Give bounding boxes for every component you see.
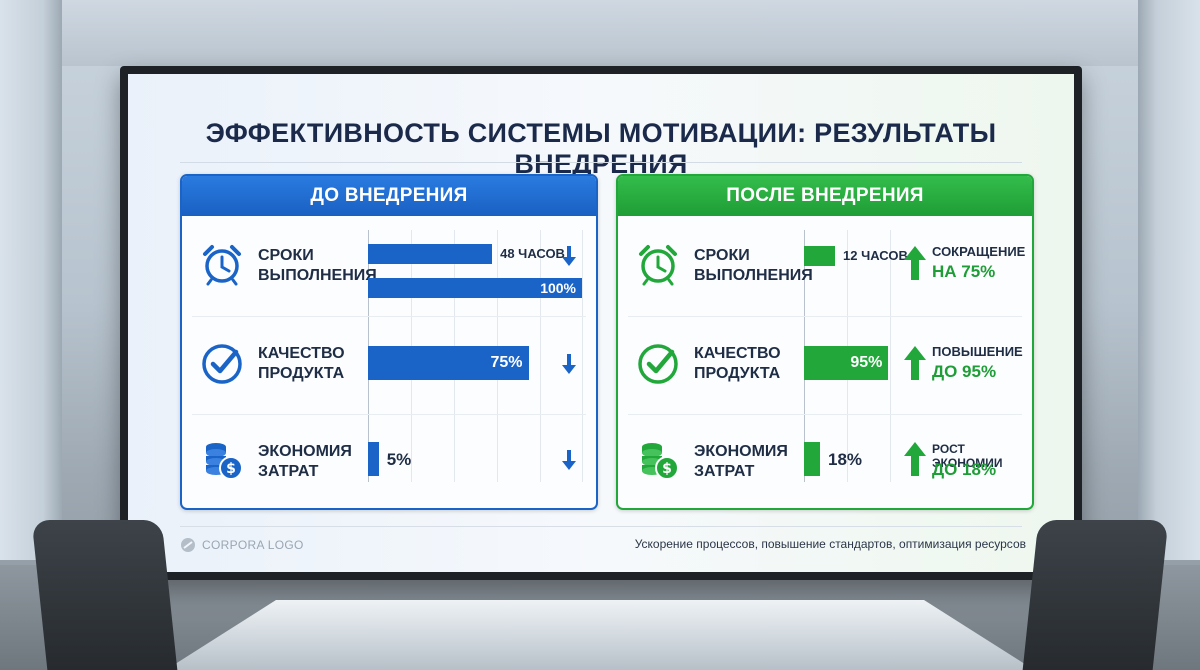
metric-label-line: СРОКИ — [694, 247, 750, 264]
bar-value-label: 48 ЧАСОВ — [500, 246, 565, 261]
metric-label-line: ВЫПОЛНЕНИЯ — [258, 267, 377, 284]
check-circle-icon — [638, 344, 678, 384]
metric-label-line: ЭКОНОМИЯ — [258, 443, 352, 460]
change-caption: ПОВЫШЕНИЕ — [932, 344, 1023, 359]
alarm-clock-icon — [639, 245, 677, 286]
room-window-left — [0, 0, 62, 560]
bar-before-deadlines-hours — [368, 244, 493, 264]
metric-label-line: КАЧЕСТВО — [258, 345, 345, 362]
tv-display: ЭФФЕКТИВНОСТЬ СИСТЕМЫ МОТИВАЦИИ: РЕЗУЛЬТ… — [120, 66, 1082, 580]
metric-label-savings: ЭКОНОМИЯ ЗАТРАТ — [258, 442, 378, 482]
arrow-down-icon — [562, 354, 576, 374]
chair-left — [31, 520, 179, 670]
change-caption: РОСТ ЭКОНОМИИ — [932, 442, 1003, 470]
title-divider — [180, 162, 1022, 163]
metric-label-line: ЭКОНОМИЯ — [694, 443, 788, 460]
room-ceiling — [62, 0, 1138, 66]
bar-after-deadlines — [804, 246, 836, 266]
metric-label-line: СРОКИ — [258, 247, 314, 264]
presentation-slide: ЭФФЕКТИВНОСТЬ СИСТЕМЫ МОТИВАЦИИ: РЕЗУЛЬТ… — [128, 74, 1074, 572]
grid-line — [582, 230, 583, 482]
change-value: НА 75% — [932, 262, 996, 281]
logo-text: CORPORA LOGO — [202, 538, 304, 552]
row-separator — [192, 316, 586, 317]
alarm-clock-icon — [203, 245, 241, 286]
coins-icon: $ — [206, 443, 243, 480]
metric-label-line: ПРОДУКТА — [694, 365, 781, 382]
panel-before: ДО ВНЕДРЕНИЯ СРОКИ — [180, 174, 598, 510]
check-circle-icon — [202, 344, 242, 384]
metric-label-deadlines: СРОКИ ВЫПОЛНЕНИЯ — [258, 246, 378, 286]
bar-value-label: 12 ЧАСОВ — [843, 248, 908, 263]
conference-table — [150, 600, 1050, 670]
metric-label-line: КАЧЕСТВО — [694, 345, 781, 362]
chair-right — [1021, 520, 1169, 670]
coins-icon: $ — [642, 443, 679, 480]
metric-label-line: ЗАТРАТ — [694, 463, 755, 480]
arrow-up-icon — [904, 246, 926, 280]
bar-value-label: 75% — [490, 354, 523, 371]
arrow-down-icon — [562, 246, 576, 266]
bar-before-savings — [368, 442, 379, 476]
metric-label-line: ПРОДУКТА — [258, 365, 345, 382]
grid-line — [890, 230, 891, 482]
metric-label-deadlines: СРОКИ ВЫПОЛНЕНИЯ — [694, 246, 814, 286]
slide-title: ЭФФЕКТИВНОСТЬ СИСТЕМЫ МОТИВАЦИИ: РЕЗУЛЬТ… — [205, 118, 997, 179]
footer-tagline: Ускорение процессов, повышение стандарто… — [634, 537, 1026, 551]
panel-after: ПОСЛЕ ВНЕДРЕНИЯ СРОКИ ВЫПОЛНЕНИЯ — [616, 174, 1034, 510]
svg-text:$: $ — [226, 461, 236, 477]
arrow-down-icon — [562, 450, 576, 470]
bar-before-quality: 75% — [368, 346, 529, 380]
metric-label-line: ЗАТРАТ — [258, 463, 319, 480]
logo-mark-icon — [181, 538, 195, 552]
panel-before-header: ДО ВНЕДРЕНИЯ — [182, 176, 596, 216]
metric-label-line: ВЫПОЛНЕНИЯ — [694, 267, 813, 284]
footer-divider — [180, 526, 1022, 527]
change-value: ДО 95% — [932, 362, 997, 381]
row-separator — [628, 316, 1022, 317]
arrow-up-icon — [904, 346, 926, 380]
panel-after-header: ПОСЛЕ ВНЕДРЕНИЯ — [618, 176, 1032, 216]
room-window-right — [1138, 0, 1200, 560]
bar-value-label: 100% — [540, 280, 576, 296]
change-caption: СОКРАЩЕНИЕ — [932, 244, 1026, 259]
metric-label-savings: ЭКОНОМИЯ ЗАТРАТ — [694, 442, 814, 482]
bar-value-label: 18% — [827, 450, 863, 469]
bar-value-label: 95% — [850, 354, 883, 371]
bar-after-quality: 95% — [804, 346, 889, 380]
bar-before-deadlines-percent: 100% — [368, 278, 582, 298]
grid-line — [540, 230, 541, 482]
metric-label-quality: КАЧЕСТВО ПРОДУКТА — [694, 344, 814, 384]
panel-before-body: СРОКИ ВЫПОЛНЕНИЯ 48 ЧАСОВ 100% КАЧЕСТВ — [182, 216, 596, 508]
metric-label-quality: КАЧЕСТВО ПРОДУКТА — [258, 344, 378, 384]
svg-text:$: $ — [662, 461, 672, 477]
change-value: ДО 18% — [932, 460, 997, 479]
bar-value-label: 5% — [386, 450, 412, 469]
arrow-up-icon — [904, 442, 926, 476]
row-separator — [628, 414, 1022, 415]
bar-after-savings — [804, 442, 820, 476]
panel-after-body: СРОКИ ВЫПОЛНЕНИЯ 12 ЧАСОВ СОКРАЩЕНИЕ НА … — [618, 216, 1032, 508]
row-separator — [192, 414, 586, 415]
company-logo: CORPORA LOGO — [180, 537, 304, 553]
